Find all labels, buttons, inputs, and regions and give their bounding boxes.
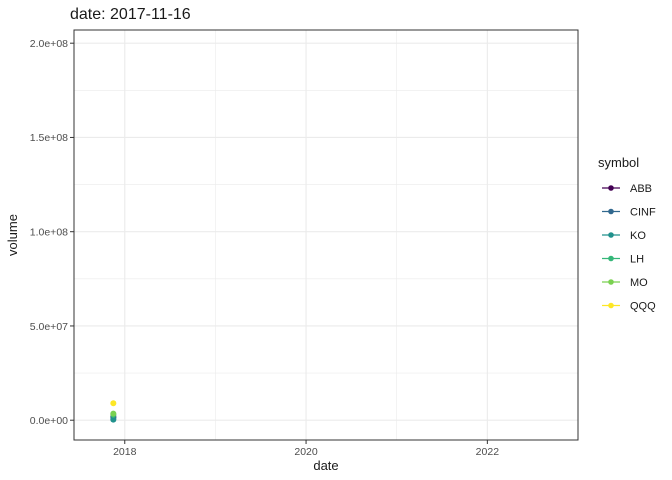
legend: symbol ABB CINF KO LH MO QQQ xyxy=(598,155,656,313)
legend-item-qqq: QQQ xyxy=(602,301,656,313)
legend-label: LH xyxy=(630,254,644,266)
y-tick-label: 5.0e+07 xyxy=(30,321,68,333)
plot-panel xyxy=(74,30,578,440)
legend-key-point xyxy=(608,232,614,238)
legend-item-ko: KO xyxy=(602,230,646,242)
legend-key-point xyxy=(608,279,614,285)
x-axis-ticks: 2018 2020 2022 xyxy=(113,440,499,458)
y-axis-ticks: 0.0e+00 5.0e+07 1.0e+08 1.5e+08 2.0e+08 xyxy=(30,38,74,427)
legend-key-point xyxy=(608,209,614,215)
legend-item-cinf: CINF xyxy=(602,207,656,219)
legend-label: KO xyxy=(630,230,646,242)
data-point-mo xyxy=(110,411,116,417)
legend-key-point xyxy=(608,185,614,191)
x-tick-label: 2018 xyxy=(113,446,137,458)
legend-item-abb: ABB xyxy=(602,183,652,195)
legend-key-point xyxy=(608,256,614,262)
y-tick-label: 1.0e+08 xyxy=(30,227,68,239)
legend-label: CINF xyxy=(630,207,656,219)
y-tick-label: 2.0e+08 xyxy=(30,38,68,50)
chart-title: date: 2017-11-16 xyxy=(70,6,191,23)
y-tick-label: 1.5e+08 xyxy=(30,132,68,144)
legend-key-point xyxy=(608,303,614,309)
legend-label: MO xyxy=(630,277,648,289)
legend-label: ABB xyxy=(630,183,652,195)
x-axis-title: date xyxy=(313,458,338,473)
data-point-qqq xyxy=(110,400,116,406)
legend-title: symbol xyxy=(598,155,639,170)
x-tick-label: 2022 xyxy=(476,446,500,458)
y-axis-title: volume xyxy=(5,214,20,256)
plot-background xyxy=(74,30,578,440)
y-tick-label: 0.0e+00 xyxy=(30,415,68,427)
x-tick-label: 2020 xyxy=(294,446,318,458)
legend-item-lh: LH xyxy=(602,254,644,266)
legend-label: QQQ xyxy=(630,301,656,313)
legend-items: ABB CINF KO LH MO QQQ xyxy=(602,183,656,313)
legend-item-mo: MO xyxy=(602,277,648,289)
